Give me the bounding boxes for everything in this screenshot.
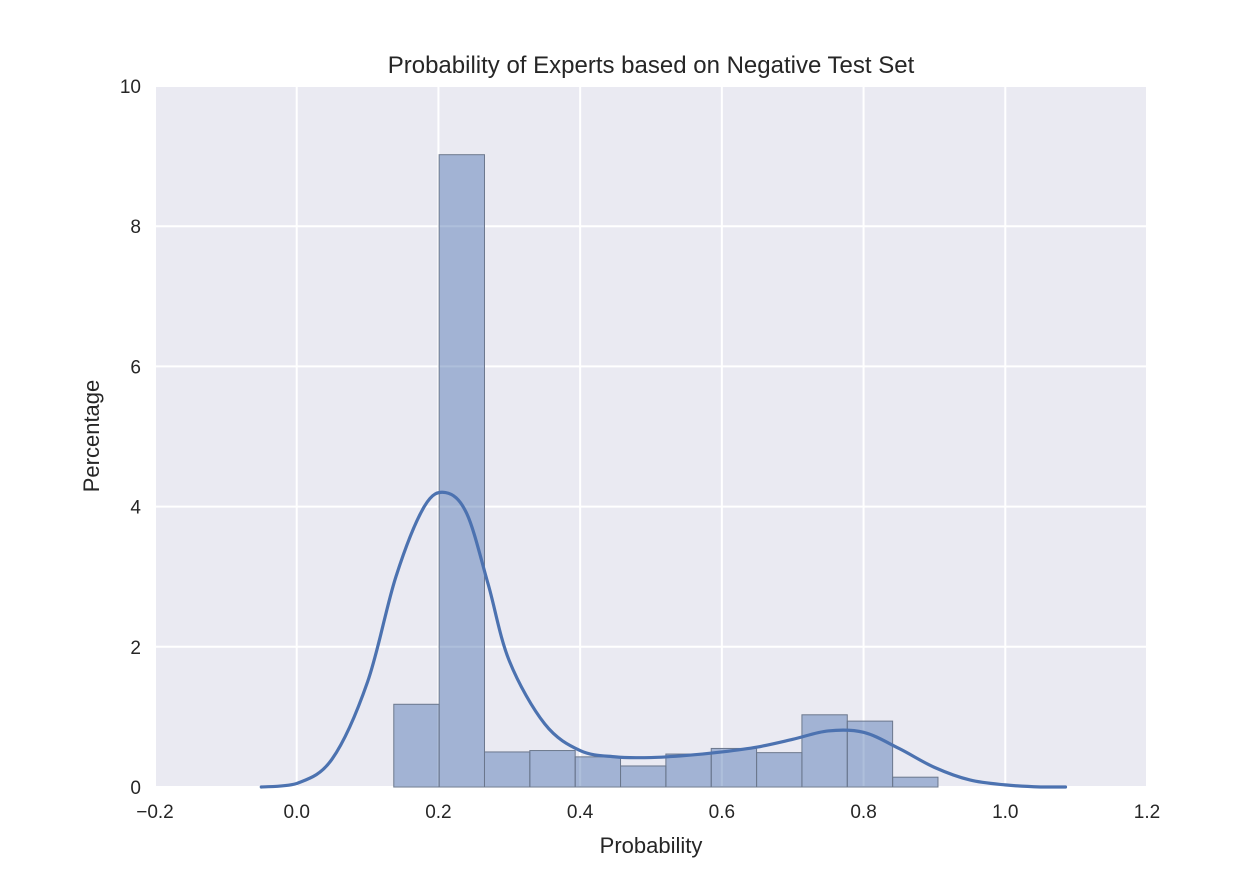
- histogram-bar: [710, 747, 758, 788]
- x-tick-label: 0.6: [709, 802, 735, 823]
- histogram-bar: [665, 753, 712, 788]
- y-tick-label: 4: [130, 498, 141, 519]
- histogram-bar: [438, 154, 485, 788]
- histogram-bar: [574, 756, 622, 788]
- histogram-bar: [483, 751, 531, 788]
- histogram-bar: [393, 703, 440, 788]
- histogram-bar: [801, 714, 848, 788]
- x-tick-label: −0.2: [136, 802, 174, 823]
- grid-lines: [154, 85, 1148, 788]
- y-tick-label: 6: [130, 357, 141, 378]
- x-tick-label: 0.0: [284, 802, 310, 823]
- y-axis-title: Percentage: [79, 380, 104, 493]
- y-tick-label: 2: [130, 638, 141, 659]
- x-axis-ticks: −0.2 0.0 0.2 0.4 0.6 0.8 1.0 1.2: [136, 802, 1160, 823]
- plot-area: [155, 86, 1147, 787]
- kde-curve: [259, 490, 1068, 789]
- y-tick-label: 8: [130, 217, 141, 238]
- histogram-bar: [756, 752, 803, 788]
- x-tick-label: 0.8: [850, 802, 876, 823]
- x-tick-label: 1.2: [1134, 802, 1160, 823]
- histogram-bars: [393, 154, 939, 788]
- histogram-bar: [529, 750, 576, 788]
- x-tick-label: 1.0: [992, 802, 1018, 823]
- y-axis-ticks: 0 2 4 6 8 10: [120, 77, 142, 799]
- x-tick-label: 0.2: [425, 802, 451, 823]
- histogram-bar: [892, 776, 939, 788]
- histogram-bar: [620, 765, 667, 788]
- chart-title: Probability of Experts based on Negative…: [388, 52, 915, 79]
- y-tick-label: 10: [120, 77, 141, 98]
- x-tick-label: 0.4: [567, 802, 594, 823]
- x-axis-title: Probability: [600, 833, 703, 858]
- y-tick-label: 0: [130, 778, 141, 799]
